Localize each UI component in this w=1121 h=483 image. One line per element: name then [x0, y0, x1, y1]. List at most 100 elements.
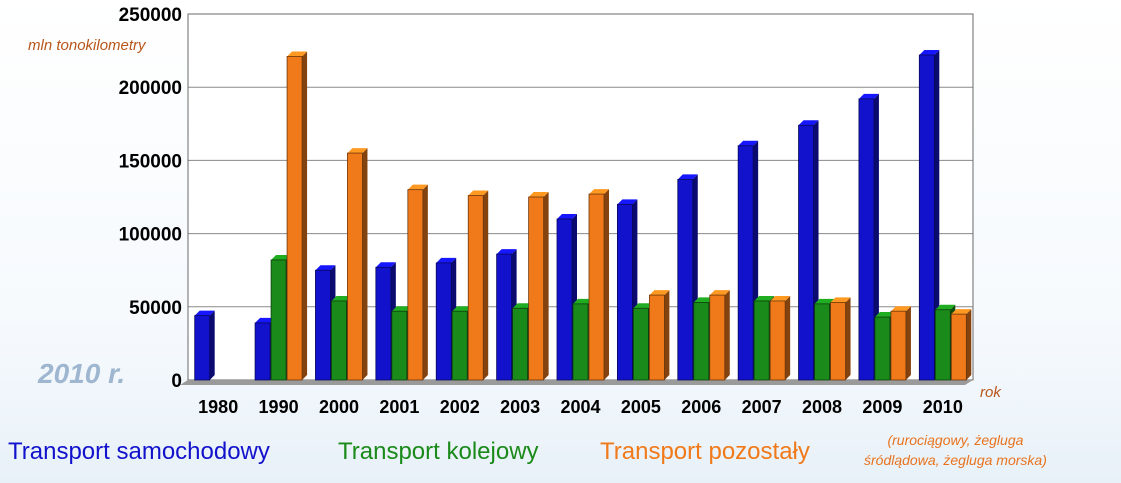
- bar: [890, 306, 911, 381]
- y-tick-label: 50000: [129, 298, 182, 319]
- bar-top: [375, 262, 396, 268]
- bar-face: [814, 303, 830, 381]
- bar-top: [347, 148, 368, 154]
- bar-side: [483, 190, 489, 380]
- bar-side: [604, 189, 609, 380]
- bar-face: [572, 303, 589, 381]
- bar-side: [422, 184, 428, 380]
- legend-note-line-1: (rurociągowy, żegluga: [887, 432, 1024, 448]
- bar-face: [451, 310, 468, 381]
- x-tick-label: 2001: [379, 397, 419, 417]
- bar-face: [677, 179, 694, 381]
- legend-item-road: Transport samochodowy: [8, 438, 270, 465]
- x-tick-label: 2008: [802, 397, 842, 417]
- bar-top: [271, 254, 292, 260]
- plot-floor: [180, 380, 973, 385]
- bar-face: [528, 196, 545, 381]
- x-tick-label: 2002: [440, 397, 480, 417]
- bar-top: [617, 199, 638, 205]
- bar-top: [951, 309, 972, 315]
- legend: Transport samochodowy Transport kolejowy…: [0, 428, 1121, 483]
- bar-face: [467, 195, 484, 381]
- bar-side: [845, 297, 851, 380]
- bar-top: [315, 265, 336, 271]
- bar-face: [407, 189, 424, 381]
- bar-face: [556, 218, 573, 381]
- bar-top: [391, 306, 412, 312]
- bar-side: [724, 290, 730, 380]
- floor-plane: [180, 380, 973, 385]
- bar: [407, 184, 428, 381]
- bar-face: [769, 300, 786, 381]
- bar-top: [573, 298, 593, 304]
- x-axis: 1980 1990 2000 2001 2002 2003 2004 2005 2006 2007…: [198, 397, 963, 417]
- bar-face: [693, 302, 710, 381]
- x-tick-label: 2004: [560, 397, 600, 417]
- bar-top: [331, 295, 352, 301]
- bar-side: [302, 51, 308, 381]
- bar-face: [435, 262, 452, 381]
- bar-top: [512, 303, 533, 309]
- bars: [194, 49, 972, 381]
- bar-face: [798, 124, 814, 381]
- bar-side: [543, 192, 549, 380]
- y-tick-label: 0: [171, 371, 182, 392]
- x-tick-label: 2007: [742, 397, 782, 417]
- bar-top: [874, 312, 895, 318]
- bar-top: [287, 51, 308, 57]
- bar-face: [648, 294, 665, 381]
- bar-face: [496, 253, 513, 381]
- bar-face: [950, 313, 967, 381]
- bar-top: [814, 298, 835, 304]
- bar-side: [664, 290, 670, 380]
- bar-face: [858, 98, 875, 381]
- bar-face: [331, 300, 347, 381]
- bar-top: [770, 295, 791, 301]
- bar-face: [588, 193, 605, 381]
- legend-note-line-2: śródlądowa, żegluga morska): [864, 452, 1047, 468]
- x-tick-label: 2006: [681, 397, 721, 417]
- y-tick-label: 100000: [119, 225, 182, 246]
- bar-face: [616, 203, 633, 381]
- x-tick-label: 1990: [259, 397, 299, 417]
- bar: [950, 309, 972, 381]
- bar-side: [905, 306, 911, 380]
- bar-face: [375, 266, 392, 381]
- bar-face: [286, 56, 303, 381]
- year-annotation: 2010 r.: [37, 358, 125, 389]
- bar-top: [436, 257, 457, 263]
- y-axis-label: mln tonokilometry: [28, 37, 147, 54]
- bar: [588, 189, 609, 381]
- bar-top: [452, 306, 473, 312]
- bar-top: [830, 297, 851, 303]
- y-axis: 0 50000 100000 150000 200000 250000: [119, 5, 182, 392]
- bar-top: [194, 310, 215, 316]
- bar-top: [677, 174, 698, 180]
- bar-top: [798, 120, 819, 126]
- bar-face: [315, 269, 331, 381]
- x-tick-label: 2000: [319, 397, 359, 417]
- bar: [528, 192, 549, 381]
- bar-top: [468, 190, 489, 196]
- bar-top: [633, 303, 654, 309]
- bar-top: [496, 249, 517, 255]
- bar: [709, 290, 730, 381]
- bar-top: [557, 213, 577, 219]
- bar-top: [935, 304, 956, 310]
- bar-face: [391, 310, 408, 381]
- bar-side: [934, 49, 940, 380]
- bar-side: [362, 148, 368, 380]
- bar-side: [785, 295, 791, 380]
- bar-face: [918, 54, 935, 381]
- bar-top: [649, 290, 670, 296]
- y-tick-label: 200000: [119, 78, 182, 99]
- bar: [648, 290, 670, 381]
- bar-top: [919, 49, 940, 55]
- bar-face: [512, 307, 529, 381]
- bar-top: [528, 192, 549, 197]
- bar-face: [830, 302, 846, 381]
- bar: [814, 298, 835, 381]
- bar-chart: 0 50000 100000 150000 200000 250000 1980 1990 2…: [28, 5, 1002, 417]
- legend-item-other: Transport pozostały: [600, 438, 810, 465]
- bar-top: [858, 93, 879, 99]
